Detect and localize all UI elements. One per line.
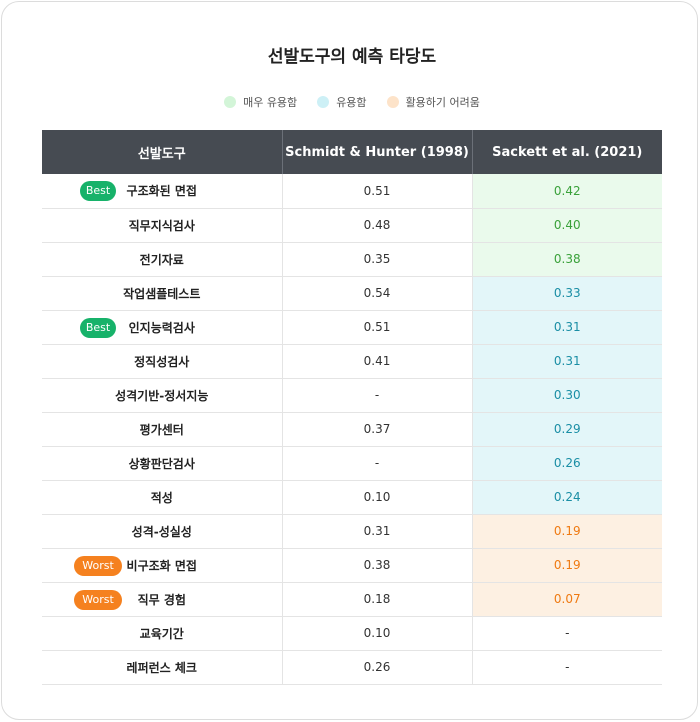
schmidt-hunter-value: 0.51: [282, 310, 473, 345]
schmidt-hunter-value: 0.37: [282, 412, 473, 447]
tool-name-cell: 직무지식검사: [42, 208, 283, 243]
table-row: 상황판단검사 -0.26: [42, 446, 662, 481]
tool-name-cell: 교육기간: [42, 616, 283, 651]
tool-name: 구조화된 면접: [126, 184, 197, 199]
table-header-row: 선발도구 Schmidt & Hunter (1998) Sackett et …: [42, 130, 662, 174]
tool-name: 전기자료: [139, 252, 184, 267]
sackett-value: 0.07: [472, 582, 662, 617]
tool-name-cell: Best 인지능력검사: [42, 310, 283, 345]
legend-item: 유용함: [317, 94, 367, 110]
best-badge: Best: [80, 181, 116, 201]
page-title: 선발도구의 예측 타당도: [267, 47, 437, 67]
table-row: 레퍼런스 체크 0.26-: [42, 650, 662, 685]
validity-table: 선발도구 Schmidt & Hunter (1998) Sackett et …: [42, 130, 662, 685]
tool-name-cell: 평가센터: [42, 412, 283, 447]
tool-name: 상황판단검사: [128, 456, 195, 471]
sackett-value: 0.29: [472, 412, 662, 447]
legend-swatch: [317, 96, 330, 108]
legend-item: 활용하기 어려움: [386, 94, 480, 110]
sackett-value: -: [472, 616, 662, 651]
legend-swatch: [224, 96, 237, 108]
tool-name-cell: 성격-성실성: [42, 514, 283, 549]
legend-swatch: [386, 96, 399, 108]
tool-name: 정직성검사: [134, 354, 190, 369]
schmidt-hunter-value: 0.31: [282, 514, 473, 549]
tool-name-cell: Worst 직무 경험: [42, 582, 283, 617]
schmidt-hunter-value: 0.18: [282, 582, 473, 617]
schmidt-hunter-value: 0.10: [282, 616, 473, 651]
schmidt-hunter-value: 0.54: [282, 276, 473, 311]
legend-label: 매우 유용함: [243, 96, 298, 109]
sackett-value: -: [472, 650, 662, 685]
tool-name-cell: 전기자료: [42, 242, 283, 277]
worst-badge: Worst: [74, 589, 122, 610]
tool-name-cell: 상황판단검사: [42, 446, 283, 481]
header-schmidt-hunter: Schmidt & Hunter (1998): [282, 130, 473, 174]
schmidt-hunter-value: 0.26: [282, 650, 473, 685]
sackett-value: 0.31: [472, 344, 662, 379]
tool-name: 비구조화 면접: [126, 558, 197, 573]
schmidt-hunter-value: 0.51: [282, 174, 473, 209]
schmidt-hunter-value: 0.41: [282, 344, 473, 379]
sackett-value: 0.30: [472, 378, 662, 413]
table-row: 성격-성실성 0.31 0.19: [42, 514, 662, 549]
sackett-value: 0.26: [472, 446, 662, 481]
table-row: 작업샘플테스트 0.54 0.33: [42, 276, 662, 311]
tool-name-cell: 성격기반-정서지능: [42, 378, 283, 413]
tool-name-cell: Worst 비구조화 면접: [42, 548, 283, 583]
tool-name: 평가센터: [139, 422, 184, 437]
tool-name-cell: 레퍼런스 체크: [42, 650, 283, 685]
tool-name-cell: Best 구조화된 면접: [42, 174, 283, 209]
best-badge: Best: [80, 317, 116, 338]
table-row: 교육기간 0.10-: [42, 616, 662, 651]
table-row: 적성 0.10 0.24: [42, 480, 662, 515]
sackett-value: 0.33: [472, 276, 662, 311]
tool-name: 레퍼런스 체크: [126, 660, 197, 675]
table-row: 성격기반-정서지능 -0.30: [42, 378, 662, 413]
table-row: 정직성검사 0.41 0.31: [42, 344, 662, 379]
legend: 매우 유용함 유용함 활용하기 어려움: [2, 94, 700, 110]
tool-name: 직무지식검사: [128, 218, 195, 233]
table-row: Best 구조화된 면접 0.51 0.42: [42, 174, 662, 209]
tool-name: 성격-성실성: [131, 524, 192, 539]
tool-name: 인지능력검사: [128, 320, 195, 335]
table-row: 평가센터 0.37 0.29: [42, 412, 662, 447]
tool-name-cell: 정직성검사: [42, 344, 283, 379]
schmidt-hunter-value: 0.10: [282, 480, 473, 515]
table-row: Best 인지능력검사 0.51 0.31: [42, 310, 662, 345]
schmidt-hunter-value: -: [282, 446, 473, 481]
schmidt-hunter-value: 0.35: [282, 242, 473, 277]
legend-label: 활용하기 어려움: [405, 96, 480, 109]
tool-name-cell: 작업샘플테스트: [42, 276, 283, 311]
sackett-value: 0.42: [472, 174, 662, 209]
schmidt-hunter-value: 0.48: [282, 208, 473, 243]
table-row: Worst 비구조화 면접 0.38 0.19: [42, 548, 662, 583]
header-sackett: Sackett et al. (2021): [472, 130, 662, 174]
tool-name: 직무 경험: [137, 592, 186, 607]
table-row: 전기자료 0.35 0.38: [42, 242, 662, 277]
tool-name: 작업샘플테스트: [123, 286, 201, 301]
tool-name-cell: 적성: [42, 480, 283, 515]
table-row: 직무지식검사 0.48 0.40: [42, 208, 662, 243]
worst-badge: Worst: [74, 555, 122, 576]
schmidt-hunter-value: 0.38: [282, 548, 473, 583]
legend-item: 매우 유용함: [224, 94, 297, 110]
header-tool: 선발도구: [42, 130, 283, 174]
tool-name: 성격기반-정서지능: [115, 388, 209, 403]
sackett-value: 0.19: [472, 514, 662, 549]
sackett-value: 0.40: [472, 208, 662, 243]
sackett-value: 0.24: [472, 480, 662, 515]
legend-label: 유용함: [336, 96, 367, 109]
sackett-value: 0.31: [472, 310, 662, 345]
table-row: Worst 직무 경험 0.18 0.07: [42, 582, 662, 617]
sackett-value: 0.19: [472, 548, 662, 583]
schmidt-hunter-value: -: [282, 378, 473, 413]
tool-name: 교육기간: [139, 626, 184, 641]
sackett-value: 0.38: [472, 242, 662, 277]
tool-name: 적성: [150, 490, 173, 505]
